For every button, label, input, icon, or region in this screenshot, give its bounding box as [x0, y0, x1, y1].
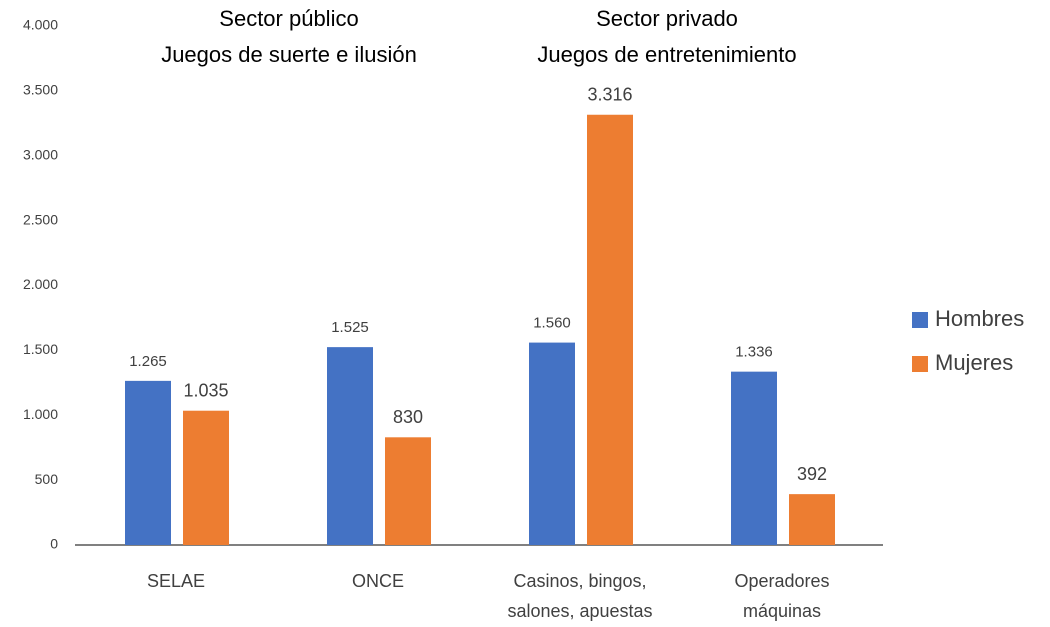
x-tick-label: Casinos, bingos,: [513, 571, 646, 591]
annotation: Sector privado: [596, 6, 738, 31]
y-tick-label: 2.000: [23, 276, 58, 292]
bar: [125, 380, 171, 545]
legend-swatch: [912, 356, 928, 372]
y-tick-label: 1.000: [23, 406, 58, 422]
annotation: Juegos de suerte e ilusión: [161, 42, 417, 67]
y-tick-label: 1.500: [23, 341, 58, 357]
data-label: 3.316: [587, 84, 632, 104]
data-label: 830: [393, 407, 423, 427]
bar: [731, 371, 777, 545]
x-tick-label: ONCE: [352, 571, 404, 591]
bar: [183, 410, 229, 545]
y-tick-label: 500: [35, 471, 59, 487]
bar: [327, 347, 373, 545]
data-label: 1.525: [331, 319, 369, 336]
y-tick-label: 3.500: [23, 82, 58, 98]
data-label: 1.035: [183, 380, 228, 400]
legend-label: Hombres: [935, 306, 1024, 331]
data-label: 1.560: [533, 315, 571, 332]
y-tick-label: 0: [50, 536, 58, 552]
annotation: Sector público: [219, 6, 358, 31]
annotation: Juegos de entretenimiento: [537, 42, 796, 67]
x-tick-label: Operadores: [734, 571, 829, 591]
x-tick-label: máquinas: [743, 601, 821, 621]
x-tick-label: SELAE: [147, 571, 205, 591]
bar: [587, 114, 633, 546]
bar: [529, 342, 575, 545]
legend-label: Mujeres: [935, 350, 1013, 375]
data-label: 392: [797, 464, 827, 484]
data-label: 1.336: [735, 344, 773, 361]
y-tick-label: 2.500: [23, 211, 58, 227]
x-tick-label: salones, apuestas: [507, 601, 652, 621]
legend-swatch: [912, 312, 928, 328]
bar: [789, 494, 835, 545]
y-tick-label: 3.000: [23, 146, 58, 162]
y-tick-label: 4.000: [23, 17, 58, 33]
data-label: 1.265: [129, 353, 167, 370]
bar: [385, 437, 431, 545]
